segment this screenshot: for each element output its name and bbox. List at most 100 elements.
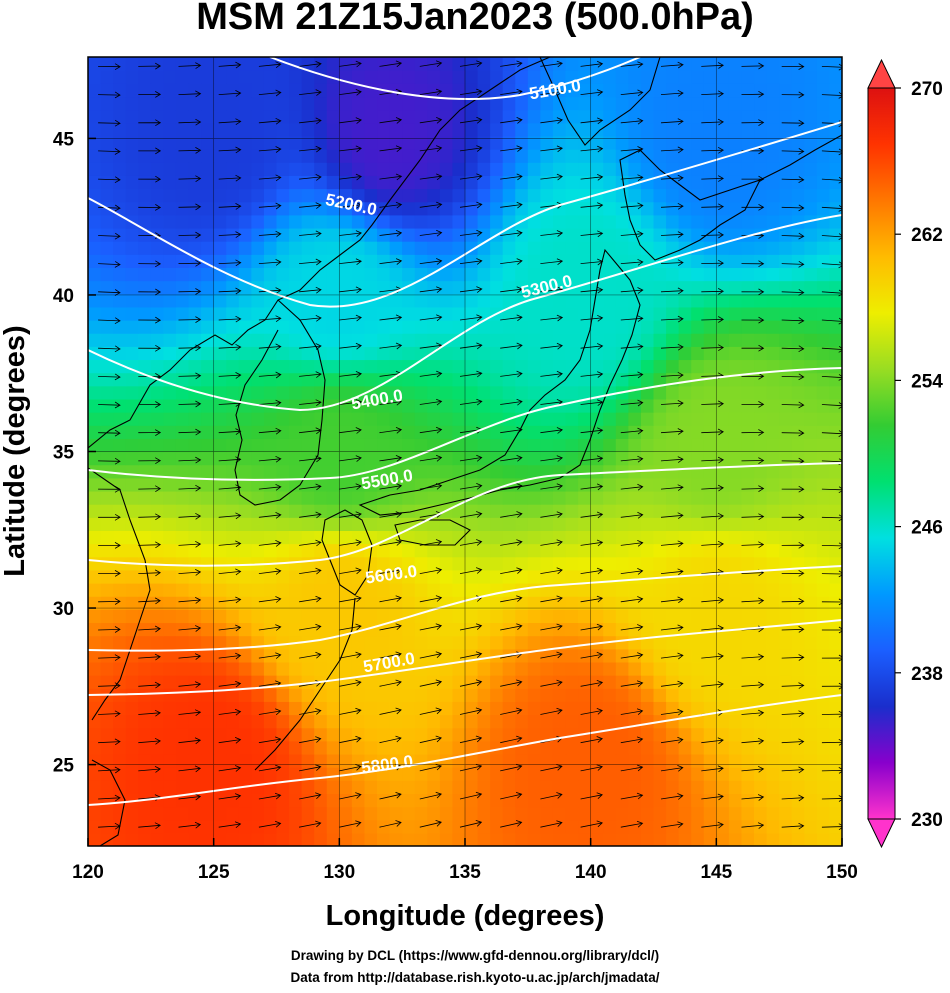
temperature-cell [402, 622, 416, 637]
temperature-cell [603, 175, 617, 190]
temperature-cell [351, 490, 366, 505]
wind-arrow [620, 820, 644, 828]
temperature-cell [100, 385, 114, 400]
temperature-cell [289, 819, 303, 834]
wind-arrow [379, 173, 403, 181]
temperature-cell [163, 661, 177, 676]
temperature-cell [188, 83, 202, 98]
wind-arrow [258, 708, 282, 716]
temperature-cell [779, 451, 793, 466]
temperature-cell [113, 122, 127, 137]
temperature-cell [326, 188, 340, 203]
temperature-cell [653, 412, 667, 426]
temperature-cell [678, 688, 692, 702]
temperature-cell [791, 806, 805, 821]
temperature-cell [175, 149, 190, 163]
temperature-cell [653, 109, 667, 124]
temperature-cell [339, 661, 353, 676]
temperature-cell [477, 596, 491, 610]
temperature-cell [716, 122, 730, 137]
temperature-cell [804, 149, 818, 163]
temperature-cell [289, 96, 303, 111]
temperature-cell [590, 96, 604, 111]
temperature-cell [615, 83, 629, 98]
temperature-cell [578, 675, 592, 689]
temperature-cell [88, 727, 102, 742]
wind-arrow [138, 401, 162, 408]
temperature-cell [138, 320, 152, 334]
temperature-cell [113, 438, 127, 453]
temperature-cell [804, 635, 818, 650]
temperature-cell [100, 504, 114, 518]
temperature-cell [728, 596, 743, 610]
wind-arrow [660, 484, 684, 491]
temperature-cell [766, 622, 780, 637]
temperature-cell [540, 214, 554, 229]
temperature-cell [201, 109, 215, 124]
temperature-cell [527, 753, 541, 768]
temperature-cell [100, 832, 114, 846]
temperature-cell [251, 675, 265, 689]
temperature-cell [703, 806, 717, 821]
temperature-cell [490, 714, 504, 729]
temperature-cell [653, 267, 667, 282]
wind-arrow [821, 767, 842, 774]
wind-arrow [781, 148, 805, 155]
temperature-cell [314, 714, 328, 729]
temperature-cell [314, 162, 328, 176]
temperature-cell [427, 832, 441, 846]
temperature-cell [804, 569, 818, 584]
temperature-cell [628, 398, 642, 413]
temperature-cell [314, 793, 328, 808]
temperature-cell [88, 109, 102, 124]
temperature-cell [741, 583, 755, 597]
temperature-cell [766, 780, 780, 794]
temperature-cell [251, 517, 265, 531]
temperature-cell [465, 398, 479, 413]
temperature-cell [402, 346, 416, 361]
temperature-cell [163, 267, 177, 282]
temperature-cell [741, 517, 755, 531]
temperature-cell [100, 109, 114, 124]
temperature-cell [326, 96, 340, 111]
temperature-cell [804, 819, 818, 834]
temperature-cell [490, 464, 504, 479]
wind-arrow [218, 90, 242, 97]
temperature-cell [691, 767, 705, 781]
wind-arrow [138, 541, 162, 549]
temperature-cell [678, 109, 692, 124]
temperature-cell [716, 714, 730, 729]
temperature-cell [351, 714, 366, 729]
temperature-cell [779, 254, 793, 268]
wind-arrow [419, 173, 443, 181]
wind-arrow [339, 735, 362, 744]
temperature-cell [590, 438, 604, 453]
temperature-cell [515, 701, 529, 716]
temperature-cell [653, 806, 667, 821]
temperature-cell [188, 175, 202, 190]
temperature-cell [113, 70, 127, 84]
temperature-cell [527, 490, 541, 505]
temperature-cell [163, 622, 177, 637]
temperature-cell [226, 556, 240, 571]
temperature-cell [527, 767, 541, 781]
temperature-cell [188, 793, 202, 808]
temperature-cell [816, 543, 831, 558]
temperature-cell [226, 635, 240, 650]
temperature-cell [540, 819, 554, 834]
temperature-cell [276, 793, 290, 808]
x-tick-label: 150 [826, 862, 858, 883]
temperature-cell [439, 109, 454, 124]
y-tick-label: 30 [53, 599, 74, 620]
temperature-cell [301, 806, 315, 821]
temperature-cell [477, 96, 491, 111]
temperature-cell [754, 201, 768, 216]
temperature-cell [703, 701, 717, 716]
temperature-cell [816, 569, 831, 584]
wind-arrow [379, 679, 402, 687]
wind-arrow [500, 145, 523, 152]
temperature-cell [678, 149, 692, 163]
temperature-cell [804, 372, 818, 387]
temperature-cell [515, 556, 529, 571]
temperature-cell [113, 109, 127, 124]
